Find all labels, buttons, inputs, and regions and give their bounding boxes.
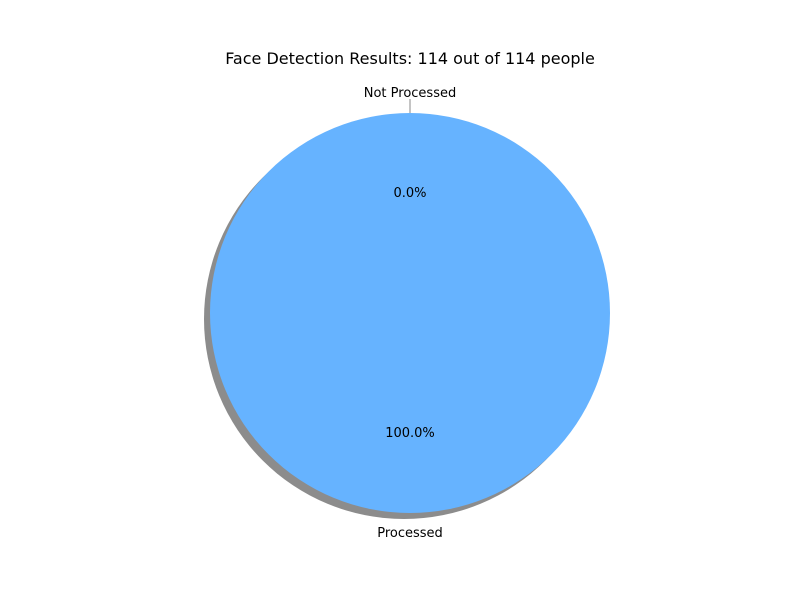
pie-slices-layer — [210, 113, 610, 513]
category-label-not-processed: Not Processed — [364, 86, 456, 101]
percent-label-not-processed: 0.0% — [393, 186, 426, 201]
slice-processed — [210, 113, 610, 513]
chart-title: Face Detection Results: 114 out of 114 p… — [225, 49, 595, 68]
percent-label-processed: 100.0% — [385, 426, 435, 441]
pie-labels-layer: 100.0% Processed 0.0% Not Processed — [364, 86, 456, 541]
category-label-processed: Processed — [377, 526, 443, 541]
